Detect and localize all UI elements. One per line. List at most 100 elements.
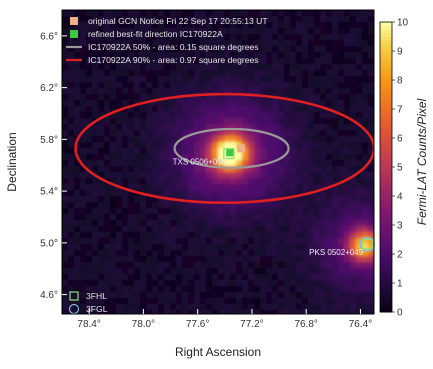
heatmap-cell (110, 184, 117, 191)
heatmap-cell (152, 148, 159, 155)
heatmap-cell (230, 28, 237, 35)
heatmap-cell (116, 28, 123, 35)
heatmap-cell (116, 262, 123, 269)
heatmap-cell (350, 40, 357, 47)
heatmap-cell (98, 136, 105, 143)
heatmap-cell (212, 262, 219, 269)
heatmap-cell (356, 76, 363, 83)
heatmap-cell (224, 172, 231, 179)
heatmap-cell (218, 184, 225, 191)
heatmap-cell (254, 274, 261, 281)
heatmap-cell (74, 46, 81, 53)
heatmap-cell (284, 124, 291, 131)
heatmap-cell (170, 106, 177, 113)
heatmap-cell (110, 280, 117, 287)
heatmap-cell (194, 292, 201, 299)
heatmap-cell (362, 184, 369, 191)
heatmap-cell (158, 10, 165, 17)
heatmap-cell (320, 262, 327, 269)
contour-layer (74, 92, 374, 205)
heatmap-cell (296, 28, 303, 35)
heatmap-cell (260, 46, 267, 53)
heatmap-cell (236, 190, 243, 197)
heatmap-cell (296, 292, 303, 299)
heatmap-cell (170, 154, 177, 161)
heatmap-cell (224, 208, 231, 215)
heatmap-cell (194, 124, 201, 131)
heatmap-cell (122, 106, 129, 113)
heatmap-cell (314, 214, 321, 221)
heatmap-cell (170, 58, 177, 65)
heatmap-cell (362, 232, 369, 239)
heatmap-cell (146, 280, 153, 287)
heatmap-cell (98, 178, 105, 185)
heatmap-cell (338, 34, 345, 41)
heatmap-cell (134, 130, 141, 137)
heatmap-cell (188, 256, 195, 263)
heatmap-cell (326, 142, 333, 149)
heatmap-cell (104, 118, 111, 125)
heatmap-cell (338, 154, 345, 161)
heatmap-cell (92, 262, 99, 269)
heatmap-cell (302, 28, 309, 35)
heatmap-cell (224, 238, 231, 245)
heatmap-cell (182, 94, 189, 101)
heatmap-cell (212, 76, 219, 83)
heatmap-cell (128, 304, 135, 311)
heatmap-cell (134, 232, 141, 239)
heatmap-cell (344, 232, 351, 239)
heatmap-cell (98, 70, 105, 77)
heatmap-cell (182, 148, 189, 155)
heatmap-cell (110, 298, 117, 305)
legend-3fgl-label: 3FGL (86, 304, 108, 314)
colorbar-segment (380, 134, 392, 139)
heatmap-cell (188, 214, 195, 221)
heatmap-cell (152, 244, 159, 251)
heatmap-cell (176, 292, 183, 299)
heatmap-cell (62, 304, 69, 311)
heatmap-cell (110, 172, 117, 179)
heatmap-cell (224, 130, 231, 137)
heatmap-cell (272, 16, 279, 23)
heatmap-cell (302, 82, 309, 89)
heatmap-cell (254, 28, 261, 35)
heatmap-cell (206, 22, 213, 29)
heatmap-cell (356, 172, 363, 179)
heatmap-cell (188, 124, 195, 131)
heatmap-cell (248, 106, 255, 113)
heatmap-cell (68, 118, 75, 125)
heatmap-cell (104, 262, 111, 269)
heatmap-cell (356, 190, 363, 197)
heatmap-cell (344, 268, 351, 275)
heatmap-cell (308, 202, 315, 209)
heatmap-cell (230, 142, 237, 149)
heatmap-cell (104, 94, 111, 101)
heatmap-cell (158, 238, 165, 245)
heatmap-cell (224, 244, 231, 251)
heatmap-cell (206, 262, 213, 269)
heatmap-cell (194, 178, 201, 185)
heatmap-cell (248, 238, 255, 245)
heatmap-cell (170, 274, 177, 281)
heatmap-cell (248, 226, 255, 233)
heatmap-cell (80, 304, 87, 311)
heatmap-cell (236, 304, 243, 311)
heatmap-cell (278, 10, 285, 17)
heatmap-cell (296, 184, 303, 191)
heatmap-cell (212, 256, 219, 263)
heatmap-cell (332, 190, 339, 197)
heatmap-cell (218, 244, 225, 251)
heatmap-cell (332, 154, 339, 161)
heatmap-cell (140, 220, 147, 227)
heatmap-cell (158, 106, 165, 113)
heatmap-cell (212, 34, 219, 41)
heatmap-cell (242, 268, 249, 275)
heatmap-cell (134, 160, 141, 167)
heatmap-cell (194, 304, 201, 311)
heatmap-cell (278, 304, 285, 311)
heatmap-cell (284, 82, 291, 89)
heatmap-cell (92, 124, 99, 131)
heatmap-cell (230, 250, 237, 257)
heatmap-cell (80, 124, 87, 131)
heatmap-cell (344, 28, 351, 35)
